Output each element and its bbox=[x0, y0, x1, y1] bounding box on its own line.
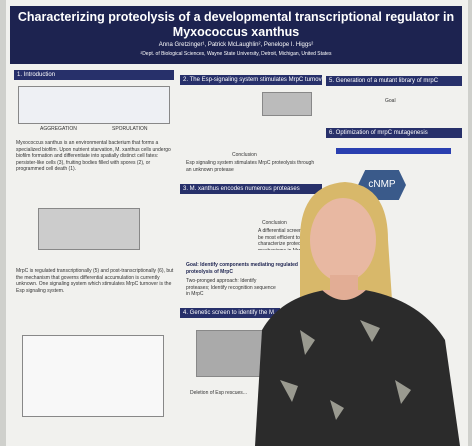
poster-title: Characterizing proteolysis of a developm… bbox=[17, 10, 455, 39]
figure bbox=[196, 330, 268, 377]
collar-skin bbox=[322, 290, 366, 300]
blot bbox=[262, 92, 312, 116]
label: SPORULATION bbox=[112, 126, 148, 132]
label: Conclusion bbox=[262, 220, 287, 226]
shirt bbox=[255, 290, 460, 446]
poster-header bbox=[10, 6, 462, 64]
paragraph: Myxococcus xanthus is an environmental b… bbox=[16, 140, 171, 172]
section-heading: 2. The Esp-signaling system stimulates M… bbox=[180, 75, 322, 85]
label: AGGREGATION bbox=[40, 126, 77, 132]
face bbox=[310, 198, 376, 282]
section-heading: 6. Optimization of mrpC mutagenesis bbox=[326, 128, 462, 138]
section-heading: 4. Genetic screen to identify the M... bbox=[180, 308, 280, 318]
diagram bbox=[22, 335, 164, 417]
section-heading: 1. Introduction bbox=[14, 70, 174, 80]
figure bbox=[18, 86, 170, 124]
paragraph: Esp signaling system stimulates MrpC pro… bbox=[186, 160, 315, 173]
section-heading: 3. M. xanthus encodes numerous proteases bbox=[180, 184, 322, 194]
authors: Anna Gretzinger¹, Patrick McLaughlin², P… bbox=[158, 42, 314, 48]
paragraph: Deletion of Esp rescues... bbox=[190, 390, 247, 396]
paragraph: Two-pronged approach: Identify proteases… bbox=[186, 278, 276, 297]
paragraph: A differential screen would be most effi… bbox=[258, 228, 316, 250]
figure bbox=[38, 208, 140, 250]
goal: Goal: Identify components mediating regu… bbox=[186, 262, 298, 275]
paragraph: MrpC is regulated transcriptionally (5) … bbox=[16, 268, 174, 294]
affiliation: ²Dept. of Biological Sciences, Wayne Sta… bbox=[140, 51, 332, 57]
section-heading: 5. Generation of a mutant library of mrp… bbox=[326, 76, 462, 86]
label: Goal bbox=[385, 98, 396, 104]
arrow bbox=[336, 148, 451, 154]
label: Conclusion bbox=[232, 152, 257, 158]
